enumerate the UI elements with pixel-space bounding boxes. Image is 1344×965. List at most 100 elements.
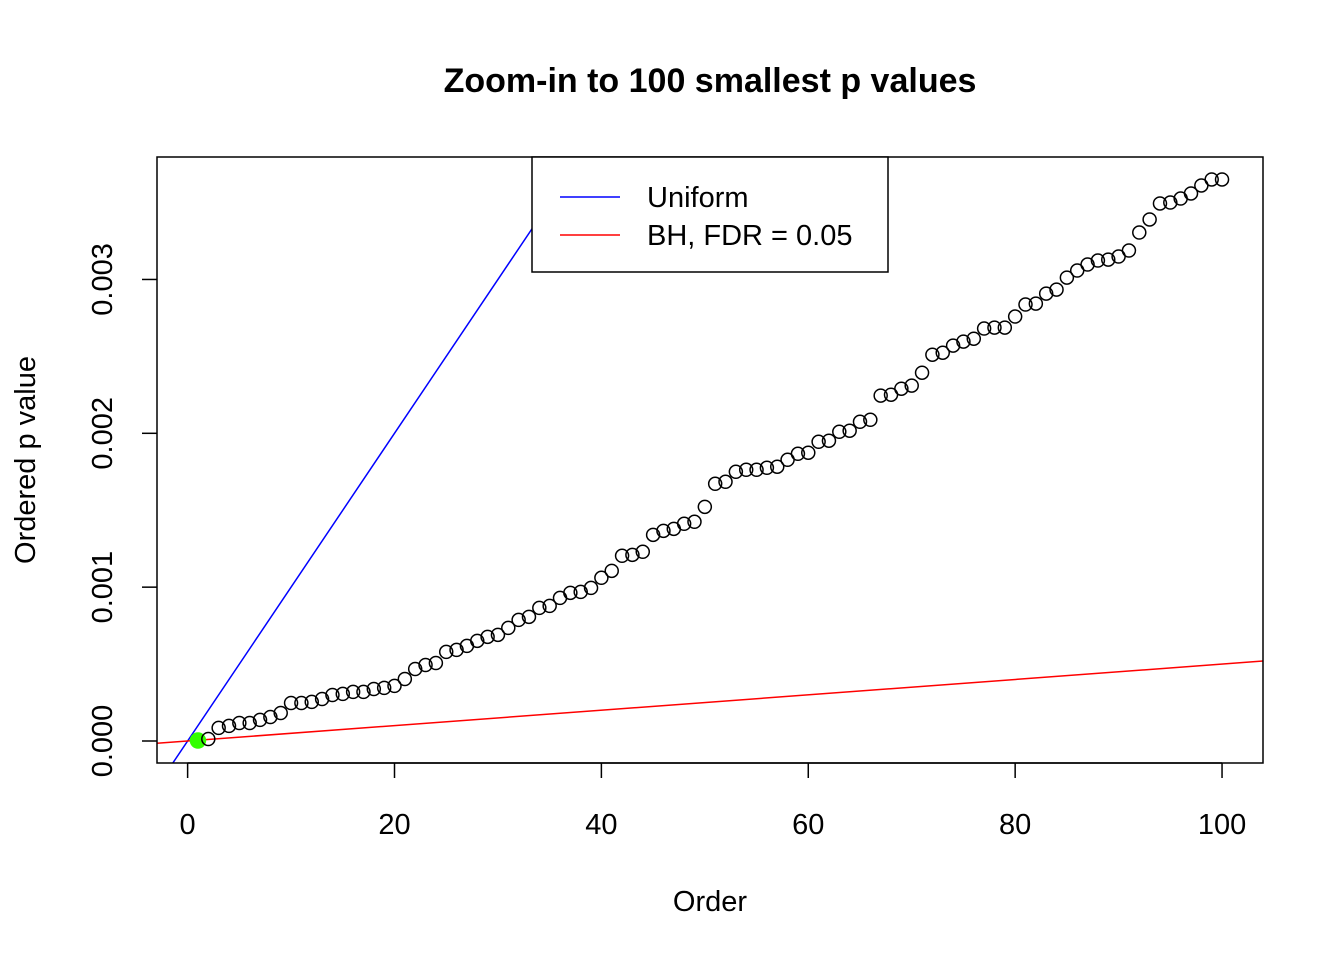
data-point [738,462,754,478]
data-point [676,516,692,532]
data-point [904,378,919,393]
data-point [376,680,392,696]
x-tick-label: 80 [999,809,1031,841]
legend-label-uniform: Uniform [647,182,749,214]
data-point [832,424,847,440]
data-point [801,445,816,460]
data-point [221,718,237,734]
data-point [1152,196,1168,211]
data-point [490,627,506,643]
data-point [821,433,837,448]
data-point [1049,282,1064,297]
data-point [314,691,330,707]
data-point [718,474,733,490]
data-point [201,731,216,747]
data-point [997,320,1013,335]
data-point [325,687,340,703]
data-point [387,678,402,694]
x-tick-label: 60 [792,809,824,841]
data-point [1142,212,1157,227]
data-point [1090,253,1106,268]
data-point [356,684,371,700]
data-point [232,715,247,731]
data-points [189,172,1230,749]
data-point [397,671,413,687]
data-point [1007,309,1023,324]
y-tick-label: 0.003 [87,243,119,316]
data-point [428,655,444,671]
data-point [304,694,319,710]
data-point [728,464,744,480]
legend-label-bh: BH, FDR = 0.05 [647,220,853,252]
data-point [563,585,578,601]
data-point [407,661,423,677]
data-point [976,321,992,336]
data-point [1204,172,1219,187]
x-tick-label: 100 [1198,809,1246,841]
data-point [511,612,526,628]
data-point [894,381,909,396]
data-point [697,499,713,515]
data-point [283,695,299,711]
data-point [811,434,826,450]
data-point [966,331,982,346]
data-point [273,705,288,721]
data-point [294,695,309,711]
data-point [769,459,785,474]
data-point [573,584,588,600]
data-point [956,334,971,349]
chart-title: Zoom-in to 100 smallest p values [444,62,977,100]
data-point [532,600,547,616]
data-point [252,712,268,728]
data-point [935,345,950,360]
data-point [635,544,651,560]
data-point [873,388,888,403]
reference-lines [157,157,1263,763]
data-point [583,580,599,596]
data-point [594,570,609,586]
data-point [1028,296,1044,311]
data-point [345,684,361,700]
data-point [242,715,257,731]
data-point [480,629,495,645]
data-point [1080,257,1095,272]
legend-box [531,156,889,273]
y-axis-label: Ordered p value [10,356,42,564]
data-point [863,412,878,428]
data-point [263,709,278,725]
data-point [1101,252,1116,267]
data-point [211,720,226,736]
data-point [470,633,485,649]
data-point [542,598,557,614]
x-tick-label: 40 [585,809,617,841]
y-tick-label: 0.001 [87,551,119,624]
data-point [335,686,351,702]
data-point [687,514,702,530]
data-point [759,460,775,476]
x-tick-label: 20 [378,809,410,841]
data-point [1132,225,1147,240]
data-point [1214,172,1230,187]
data-point [1038,286,1054,301]
data-point [842,423,857,438]
uniform-line [171,157,582,763]
y-tick-label: 0.000 [87,705,119,778]
data-point [501,620,516,636]
data-point [945,338,961,353]
legend: Uniform BH, FDR = 0.05 [531,156,889,273]
data-point [1018,297,1033,312]
data-point [656,523,671,539]
data-point [449,642,464,658]
bh-line [157,660,1263,745]
data-point [1121,243,1137,258]
data-point [707,476,723,492]
data-point [645,527,661,543]
data-point [625,547,640,563]
data-point [1183,186,1199,201]
data-point [521,609,537,625]
data-point [604,563,619,579]
data-point [790,446,806,462]
data-point [614,548,630,564]
data-point [852,414,868,430]
